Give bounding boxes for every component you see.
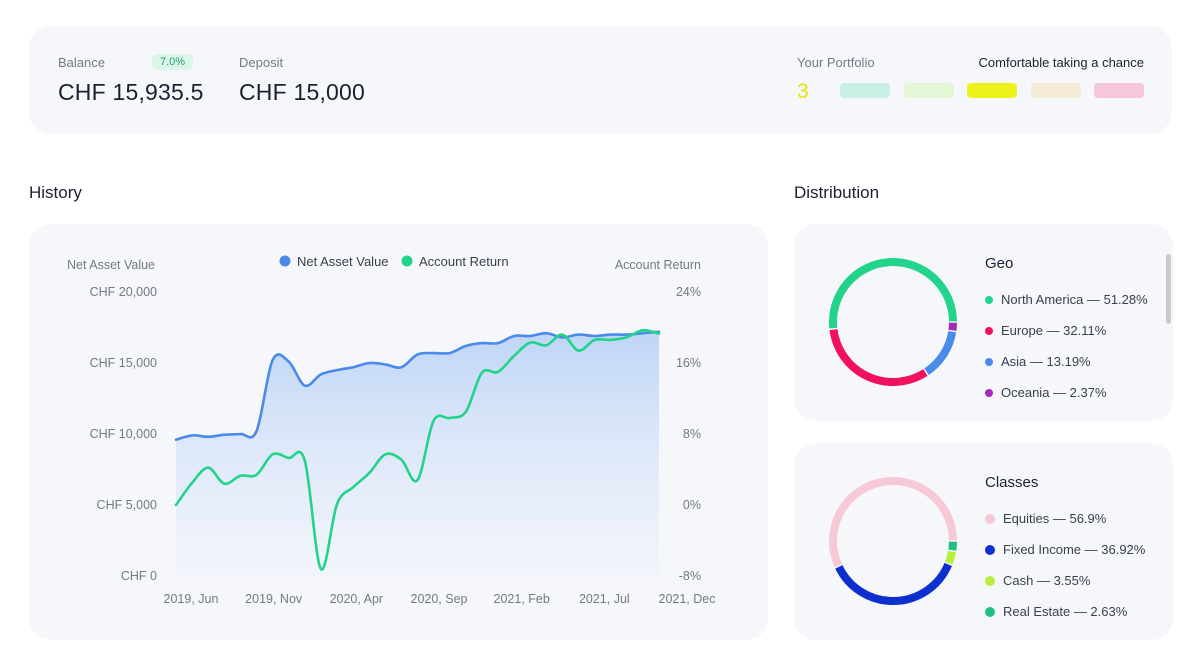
deposit-label: Deposit bbox=[239, 55, 284, 70]
deposit-value: CHF 15,000 bbox=[239, 79, 366, 105]
geo-donut-chart bbox=[829, 258, 957, 386]
left-tick-label: CHF 0 bbox=[121, 569, 157, 583]
right-tick-label: 8% bbox=[683, 427, 701, 441]
geo-legend-label: Asia — 13.19% bbox=[1001, 354, 1091, 369]
classes-legend-label: Real Estate — 2.63% bbox=[1003, 604, 1128, 619]
classes-legend: Equities — 56.9% Fixed Income — 36.92% Cas… bbox=[985, 503, 1145, 627]
left-tick-label: CHF 10,000 bbox=[90, 427, 157, 441]
classes-legend-item: Fixed Income — 36.92% bbox=[985, 534, 1145, 565]
classes-legend-label: Fixed Income — 36.92% bbox=[1003, 542, 1146, 557]
x-tick-label: 2021, Feb bbox=[494, 592, 550, 606]
history-title: History bbox=[29, 183, 82, 202]
risk-level-5 bbox=[1094, 83, 1144, 98]
classes-legend-label: Equities — 56.9% bbox=[1003, 511, 1107, 526]
balance-change-badge: 7.0% bbox=[152, 54, 194, 70]
geo-legend-label: North America — 51.28% bbox=[1001, 292, 1148, 307]
legend-label: Net Asset Value bbox=[297, 254, 389, 269]
classes-segment bbox=[835, 562, 952, 605]
risk-caption: Comfortable taking a chance bbox=[978, 55, 1144, 70]
net-asset-value-area bbox=[176, 331, 659, 576]
distribution-title: Distribution bbox=[794, 183, 880, 202]
geo-legend-label: Oceania — 2.37% bbox=[1001, 385, 1107, 400]
balance-label: Balance bbox=[58, 55, 105, 70]
x-tick-label: 2019, Nov bbox=[245, 592, 303, 606]
classes-distribution-card: Classes Equities — 56.9% Fixed Income — 3… bbox=[794, 443, 1173, 640]
legend-dot bbox=[985, 357, 993, 366]
balance-value: CHF 15,935.5 bbox=[58, 79, 204, 105]
risk-level-1 bbox=[840, 83, 890, 98]
x-tick-label: 2019, Jun bbox=[164, 592, 219, 606]
classes-legend-item: Real Estate — 2.63% bbox=[985, 596, 1145, 627]
geo-legend-label: Europe — 32.11% bbox=[1001, 323, 1107, 338]
classes-legend-item: Equities — 56.9% bbox=[985, 503, 1145, 534]
classes-donut-chart bbox=[829, 477, 957, 605]
classes-legend-label: Cash — 3.55% bbox=[1003, 573, 1091, 588]
classes-legend-item: Cash — 3.55% bbox=[985, 565, 1145, 596]
legend-label: Account Return bbox=[419, 254, 509, 269]
legend-dot bbox=[985, 326, 993, 335]
right-tick-label: 24% bbox=[676, 285, 701, 299]
legend-dot bbox=[985, 575, 995, 586]
history-card: Net Asset Value Account Return Net Asset … bbox=[29, 224, 768, 640]
account-return-line bbox=[174, 328, 661, 571]
geo-legend-item: Oceania — 2.37% bbox=[985, 377, 1148, 408]
geo-legend-item: North America — 51.28% bbox=[985, 284, 1148, 315]
geo-distribution-card: Geo North America — 51.28% Europe — 32.11… bbox=[794, 224, 1173, 421]
risk-level-2 bbox=[903, 83, 954, 98]
geo-title: Geo bbox=[985, 255, 1014, 272]
risk-level-4 bbox=[1030, 83, 1081, 98]
x-tick-label: 2021, Jul bbox=[579, 592, 630, 606]
geo-legend-item: Asia — 13.19% bbox=[985, 346, 1148, 377]
right-tick-label: 16% bbox=[676, 356, 701, 370]
classes-segment bbox=[945, 550, 956, 565]
geo-segment bbox=[829, 328, 928, 386]
legend-marker bbox=[279, 255, 291, 267]
portfolio-label: Your Portfolio bbox=[797, 55, 875, 70]
scrollbar[interactable] bbox=[1166, 254, 1171, 324]
legend-item: Account Return bbox=[401, 254, 509, 269]
history-chart: Net Asset Value Account Return Net Asset … bbox=[67, 254, 716, 606]
geo-segment bbox=[924, 330, 957, 376]
right-axis-title: Account Return bbox=[615, 258, 701, 272]
geo-segment bbox=[948, 322, 957, 331]
x-tick-label: 2021, Dec bbox=[659, 592, 716, 606]
geo-legend-item: Europe — 32.11% bbox=[985, 315, 1148, 346]
risk-level-3 bbox=[967, 83, 1017, 98]
portfolio-risk-level: 3 bbox=[797, 80, 809, 103]
legend-dot bbox=[985, 544, 995, 555]
net-asset-value-line bbox=[174, 330, 661, 441]
right-tick-label: 0% bbox=[683, 498, 701, 512]
right-tick-label: -8% bbox=[679, 569, 701, 583]
geo-legend: North America — 51.28% Europe — 32.11% Asi… bbox=[985, 284, 1148, 408]
legend-dot bbox=[985, 388, 993, 397]
x-tick-label: 2020, Apr bbox=[330, 592, 384, 606]
legend-dot bbox=[985, 295, 993, 304]
legend-dot bbox=[985, 606, 995, 617]
left-axis-title: Net Asset Value bbox=[67, 258, 155, 272]
summary-card: Balance 7.0% CHF 15,935.5 Deposit CHF 15… bbox=[29, 26, 1172, 134]
classes-title: Classes bbox=[985, 474, 1039, 491]
legend-marker bbox=[401, 255, 413, 267]
legend-item: Net Asset Value bbox=[279, 254, 389, 269]
legend-dot bbox=[985, 513, 995, 524]
classes-segment bbox=[948, 541, 957, 551]
left-tick-label: CHF 5,000 bbox=[97, 498, 157, 512]
classes-segment bbox=[829, 477, 957, 568]
geo-segment bbox=[829, 258, 957, 329]
left-tick-label: CHF 20,000 bbox=[90, 285, 157, 299]
left-tick-label: CHF 15,000 bbox=[90, 356, 157, 370]
x-tick-label: 2020, Sep bbox=[411, 592, 468, 606]
